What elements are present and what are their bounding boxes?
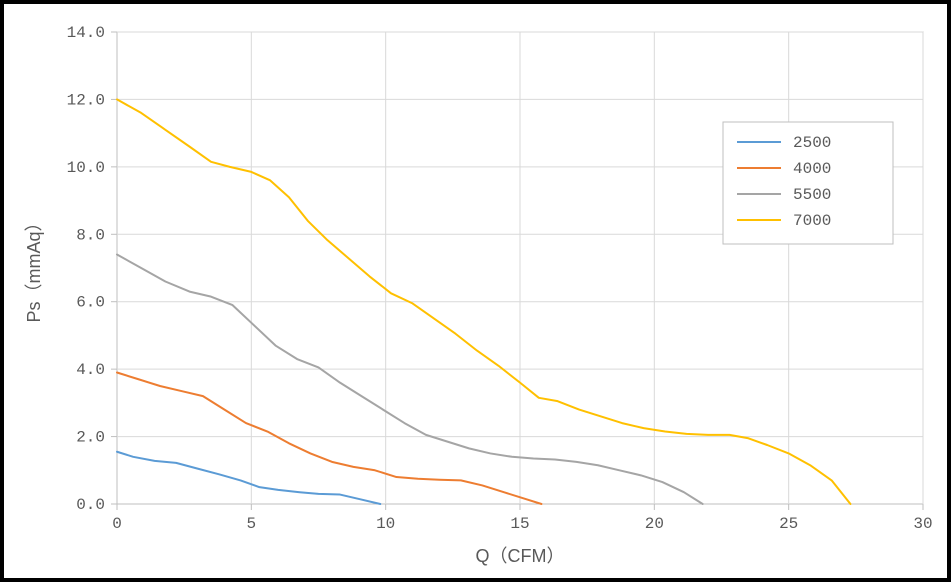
x-tick-label: 10 xyxy=(376,515,395,533)
x-tick-label: 0 xyxy=(112,515,122,533)
x-tick-label: 15 xyxy=(510,515,529,533)
legend-label: 5500 xyxy=(793,186,831,204)
legend-label: 2500 xyxy=(793,134,831,152)
x-axis-title: Q（CFM） xyxy=(476,546,565,566)
y-axis-title: Ps（mmAq） xyxy=(24,213,44,322)
legend-label: 7000 xyxy=(793,212,831,230)
y-tick-label: 10.0 xyxy=(67,159,105,177)
y-tick-label: 0.0 xyxy=(76,496,105,514)
line-chart: 0 5 10 15 20 25 30 0.0 2.0 4.0 6.0 8.0 10.0 12.0 14.0 Q… xyxy=(12,12,939,570)
y-tick-label: 4.0 xyxy=(76,361,105,379)
y-tick-label: 8.0 xyxy=(76,226,105,244)
chart-frame: 0 5 10 15 20 25 30 0.0 2.0 4.0 6.0 8.0 10.0 12.0 14.0 Q… xyxy=(0,0,951,582)
y-tick-label: 12.0 xyxy=(67,91,105,109)
y-tick-label: 2.0 xyxy=(76,429,105,447)
x-tick-label: 25 xyxy=(779,515,798,533)
y-tick-label: 6.0 xyxy=(76,294,105,312)
x-tick-label: 20 xyxy=(645,515,664,533)
y-tick-label: 14.0 xyxy=(67,24,105,42)
x-tick-label: 30 xyxy=(913,515,932,533)
x-tick-label: 5 xyxy=(247,515,257,533)
legend-label: 4000 xyxy=(793,160,831,178)
